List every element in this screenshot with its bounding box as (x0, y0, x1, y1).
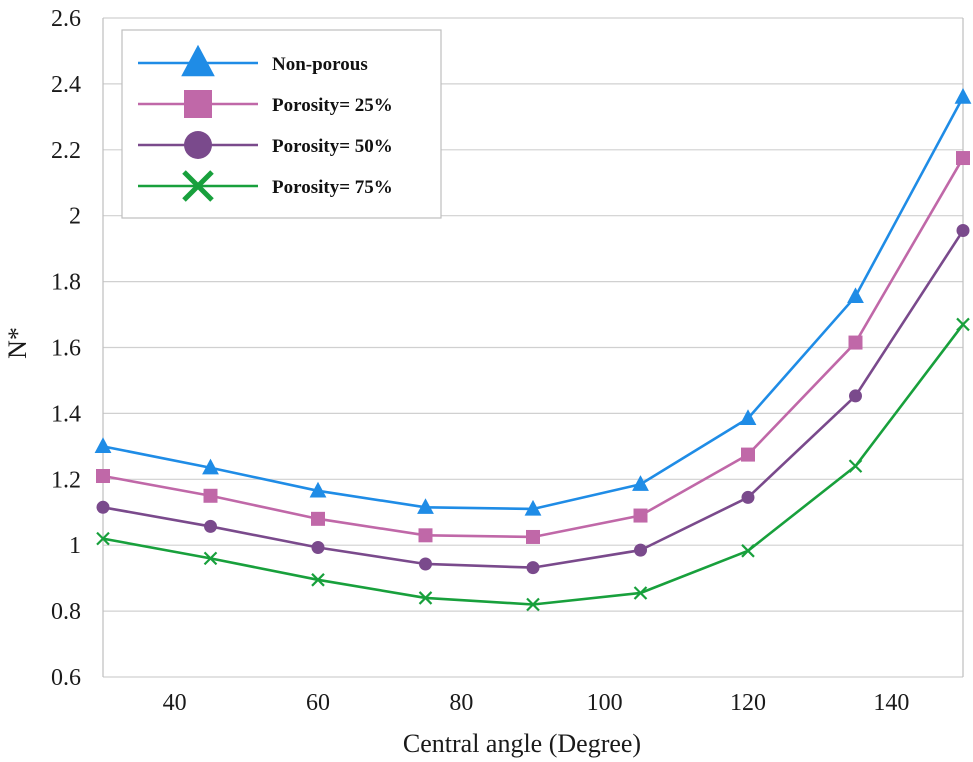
x-tick-label: 40 (163, 690, 187, 716)
y-tick-label: 1 (69, 533, 81, 559)
x-tick-label: 140 (873, 690, 909, 716)
data-point (96, 469, 110, 484)
data-point (741, 490, 755, 504)
data-point (311, 573, 325, 587)
legend-swatch-marker (184, 131, 212, 159)
data-point (418, 528, 433, 543)
data-point (741, 447, 755, 462)
series-x (96, 317, 970, 612)
data-point (633, 586, 648, 600)
y-tick-label: 2.6 (51, 6, 81, 32)
y-axis-ticks: 0.6 0.8 1 1.2 1.4 1.6 1.8 2 2.2 2.4 2.6 (51, 6, 81, 691)
data-point (419, 557, 432, 571)
y-tick-label: 0.8 (51, 599, 81, 625)
y-tick-label: 2.2 (51, 138, 81, 164)
legend-label: Non-porous (272, 54, 368, 75)
legend-swatch-marker (181, 44, 215, 77)
data-point (632, 475, 649, 491)
x-marker-stroke (311, 573, 325, 587)
y-tick-label: 1.4 (51, 401, 81, 427)
data-point (634, 543, 647, 557)
x-tick-label: 100 (587, 690, 623, 716)
series-triangle (94, 87, 972, 516)
x-tick-label: 80 (449, 690, 473, 716)
x-marker-stroke (526, 597, 540, 612)
y-tick-label: 1.6 (51, 336, 81, 362)
x-tick-label: 120 (730, 690, 766, 716)
y-axis-title: N* (3, 327, 32, 359)
data-point (311, 511, 325, 526)
grid-lines (103, 17, 963, 678)
data-point (524, 499, 542, 516)
x-marker-stroke (633, 586, 648, 600)
legend-label: Porosity= 25% (272, 95, 393, 116)
data-point (204, 519, 217, 533)
data-point (526, 529, 540, 544)
data-point (847, 287, 864, 304)
series-group (94, 87, 972, 612)
x-marker-stroke (741, 544, 755, 558)
data-point (849, 389, 862, 403)
legend-label: Porosity= 75% (272, 177, 393, 198)
x-tick-label: 60 (306, 690, 330, 716)
data-point (848, 335, 863, 350)
data-point (96, 531, 110, 546)
x-marker-stroke (956, 317, 970, 332)
legend-swatch-marker (182, 170, 214, 202)
legend: Non-porous Porosity= 25% Porosity= 50% Poro… (121, 29, 442, 219)
data-point (309, 481, 327, 498)
data-point (418, 591, 433, 605)
data-point (96, 500, 110, 514)
y-tick-label: 1.2 (51, 467, 81, 493)
data-point (94, 437, 112, 453)
data-point (202, 458, 219, 475)
y-tick-label: 2 (69, 204, 81, 230)
legend-label: Porosity= 50% (272, 136, 393, 157)
data-point (954, 87, 972, 104)
legend-swatch-marker (184, 90, 212, 118)
data-point (956, 317, 970, 332)
data-point (741, 544, 755, 558)
x-marker-stroke (182, 170, 214, 202)
axes (102, 18, 964, 677)
y-tick-label: 0.6 (51, 665, 81, 691)
data-point (203, 551, 218, 566)
data-point (956, 224, 970, 238)
x-axis-title: Central angle (Degree) (403, 729, 641, 758)
x-marker-stroke (203, 551, 218, 566)
data-point (417, 498, 434, 514)
data-point (848, 459, 863, 473)
y-tick-label: 2.4 (51, 72, 81, 98)
data-point (526, 561, 540, 575)
data-point (526, 597, 540, 612)
x-marker-stroke (96, 531, 110, 546)
x-marker-stroke (418, 591, 433, 605)
series-square (96, 151, 970, 544)
series-circle (96, 224, 970, 575)
y-tick-label: 1.8 (51, 270, 81, 296)
data-point (633, 508, 648, 523)
data-point (203, 488, 218, 503)
data-point (311, 541, 325, 555)
x-marker-stroke (848, 459, 863, 473)
data-point (956, 151, 970, 166)
x-axis-ticks: 40 60 80 100 120 140 (163, 690, 910, 716)
data-point (739, 409, 757, 425)
